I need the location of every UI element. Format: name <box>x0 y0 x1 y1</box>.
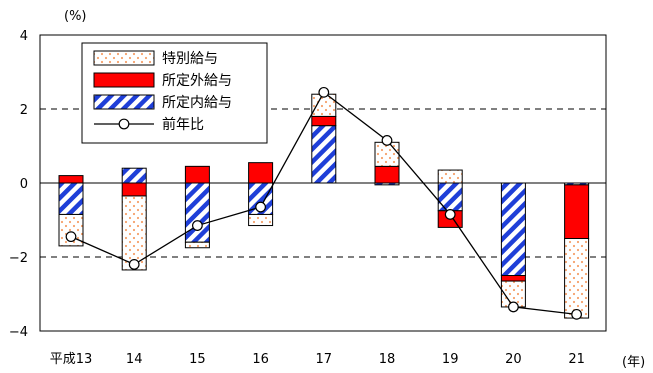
line-layer <box>65 86 582 320</box>
bar-special <box>437 169 463 184</box>
bar-scheduled <box>184 182 210 243</box>
bar-overtime <box>311 115 337 127</box>
y-tick-label: −2 <box>9 251 28 266</box>
line-point <box>571 308 582 320</box>
bar-overtime <box>184 165 210 184</box>
legend-swatch-overtime <box>93 72 155 88</box>
x-tick-label: 14 <box>126 352 143 367</box>
x-tick-label: 16 <box>252 352 269 367</box>
legend-label-scheduled: 所定内給与 <box>162 95 232 111</box>
y-axis-unit: (%) <box>64 9 87 24</box>
plot-area-frame <box>39 34 607 332</box>
line-point <box>318 86 330 98</box>
line-point <box>381 135 393 146</box>
legend-swatch-special <box>93 50 155 66</box>
x-axis-unit: (年) <box>622 355 645 369</box>
bar-overtime <box>374 165 400 184</box>
line-point <box>508 301 519 313</box>
bar-scheduled <box>500 182 526 276</box>
bar-special <box>564 238 590 319</box>
bar-overtime <box>58 175 84 184</box>
bar-overtime <box>248 162 274 184</box>
y-tick-label: 0 <box>20 177 28 192</box>
line-point <box>444 209 456 220</box>
bar-overtime <box>121 182 147 197</box>
line-point <box>65 231 77 243</box>
legend-swatch-scheduled <box>93 94 155 110</box>
bar-scheduled <box>121 167 147 184</box>
bar-special <box>248 213 274 227</box>
x-tick-label: 20 <box>505 352 522 367</box>
bar-overtime <box>564 184 590 240</box>
x-tick-label: 15 <box>189 352 206 367</box>
bar-overtime <box>500 275 526 282</box>
x-tick-label: 18 <box>379 352 396 367</box>
x-tick-label: 21 <box>568 352 585 367</box>
bar-special <box>121 195 147 271</box>
bar-scheduled <box>58 182 84 215</box>
legend-label-line: 前年比 <box>162 116 204 133</box>
bar-special <box>184 241 210 249</box>
legend-label-special: 特別給与 <box>162 51 218 67</box>
line-point <box>255 201 267 213</box>
x-tick-label: 平成13 <box>50 352 93 367</box>
line-point <box>128 259 140 270</box>
x-tick-label: 17 <box>316 352 333 367</box>
y-tick-label: −4 <box>9 325 28 340</box>
line-point <box>191 220 203 231</box>
y-tick-label: 4 <box>20 29 28 44</box>
bar-scheduled <box>437 182 463 212</box>
bar-scheduled <box>311 125 337 184</box>
legend-label-overtime: 所定外給与 <box>162 73 232 89</box>
x-tick-labels: 平成13 14 15 16 17 18 19 20 21 <box>50 352 585 367</box>
bar-special <box>374 141 400 167</box>
x-tick-label: 19 <box>442 352 459 367</box>
legend-swatch-marker <box>118 118 130 130</box>
y-tick-labels: 4 2 0 −2 −4 <box>9 29 28 340</box>
y-tick-label: 2 <box>20 103 28 118</box>
